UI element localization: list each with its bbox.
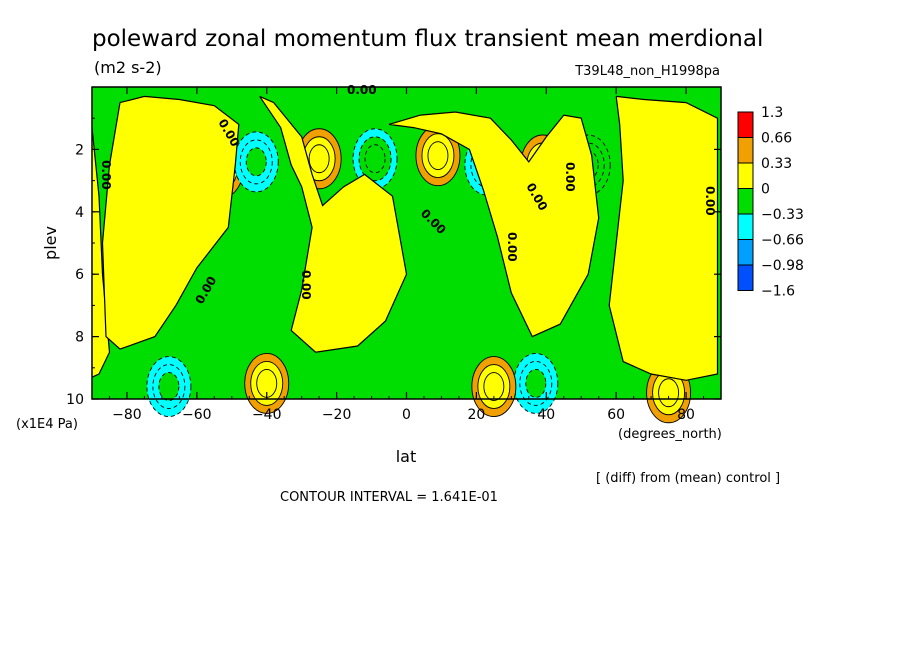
color-legend: 1.3 0.66 0.33 0 −0.33 −0.66 −0.98 −1.6 xyxy=(737,105,804,300)
legend-swatch xyxy=(737,188,754,215)
x-tick-label: −80 xyxy=(112,407,142,423)
x-tick-label: −60 xyxy=(182,407,212,423)
legend-label: −0.98 xyxy=(761,258,804,274)
zero-contours xyxy=(91,95,719,381)
contour-label: 0.00 xyxy=(505,232,519,262)
x-tick-label: 0 xyxy=(402,407,411,423)
contour-ring xyxy=(427,141,449,171)
y-axis-label: plev xyxy=(41,226,60,260)
x-axis: −80 −60 −40 −20 0 20 40 60 80 xyxy=(108,87,705,423)
legend-swatch xyxy=(737,137,754,164)
contour-label: 0.00 xyxy=(299,270,313,300)
y-axis-units: (x1E4 Pa) xyxy=(16,417,78,432)
legend-label: −0.66 xyxy=(761,233,804,249)
contour-ring xyxy=(245,147,267,177)
contour-ring xyxy=(364,144,386,174)
legend-label: −1.6 xyxy=(761,284,795,300)
legend-swatch xyxy=(737,264,754,291)
legend-swatch xyxy=(737,111,754,138)
contour-ring xyxy=(658,378,680,408)
x-tick-label: −40 xyxy=(252,407,282,423)
run-label: T39L48_non_H1998pa xyxy=(574,64,720,79)
contour-ring xyxy=(158,372,180,401)
legend-label: −0.33 xyxy=(761,207,804,223)
legend-swatch xyxy=(737,239,754,266)
zero-contour xyxy=(608,95,719,381)
y-tick-label: 2 xyxy=(75,142,84,158)
zero-contour xyxy=(388,111,600,338)
legend-swatch xyxy=(737,162,754,189)
zero-contour xyxy=(101,95,240,350)
contour-interval: CONTOUR INTERVAL = 1.641E-01 xyxy=(280,490,498,505)
plot-area: 0.00 0.00 0.00 0.00 0.00 0.00 0.00 0.00 … xyxy=(66,83,722,424)
y-tick-label: 4 xyxy=(75,205,84,221)
legend-swatch xyxy=(737,213,754,240)
contour-label: 0.00 xyxy=(703,186,717,216)
legend-label: 1.3 xyxy=(761,105,783,121)
x-tick-label: 80 xyxy=(677,407,695,423)
contour-ring xyxy=(525,368,547,398)
contour-label: 0.00 xyxy=(347,83,377,97)
legend-label: 0.33 xyxy=(761,156,792,172)
x-axis-units: (degrees_north) xyxy=(618,427,722,442)
contour-ring xyxy=(483,372,505,401)
x-tick-label: 60 xyxy=(607,407,625,423)
y-tick-label: 8 xyxy=(75,330,84,346)
x-axis-label: lat xyxy=(396,447,417,466)
chart-title: poleward zonal momentum flux transient m… xyxy=(92,26,763,52)
y-axis: 2 4 6 8 10 xyxy=(66,117,721,408)
y-tick-label: 10 xyxy=(66,392,84,408)
contour-label: 0.00 xyxy=(99,160,113,190)
contour-ring xyxy=(308,144,330,174)
legend-label: 0 xyxy=(761,182,770,198)
contour-label: 0.00 xyxy=(563,162,577,192)
x-tick-label: 20 xyxy=(467,407,485,423)
x-tick-label: 40 xyxy=(537,407,555,423)
y-tick-label: 6 xyxy=(75,267,84,283)
chart-units: (m2 s-2) xyxy=(94,58,162,77)
x-tick-label: −20 xyxy=(322,407,352,423)
zero-contour xyxy=(259,95,408,353)
diff-note: [ (diff) from (mean) control ] xyxy=(596,471,780,486)
legend-label: 0.66 xyxy=(761,131,792,147)
